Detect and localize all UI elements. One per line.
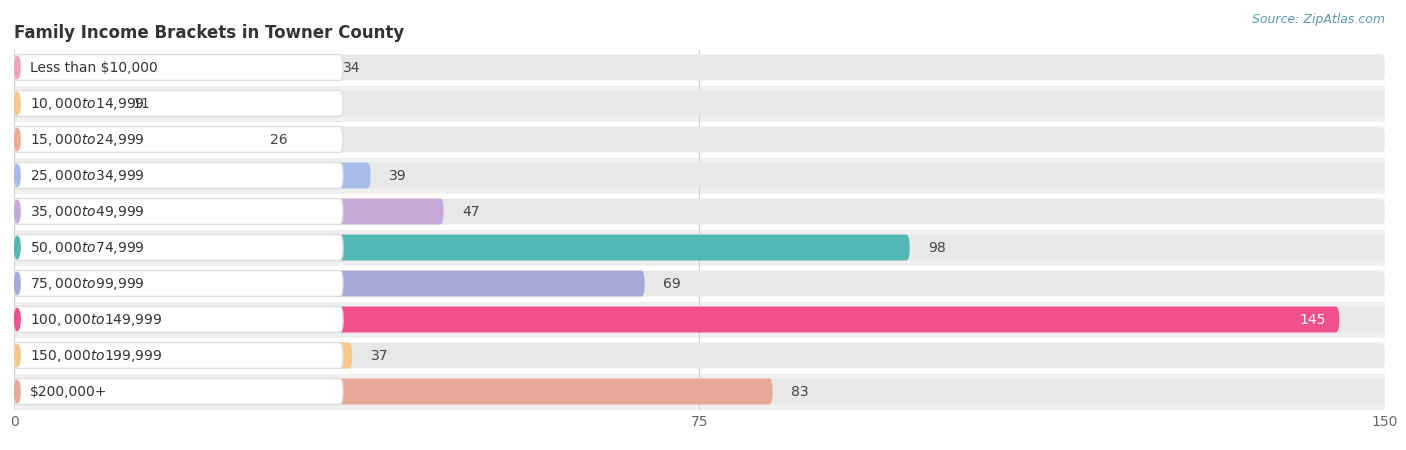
Text: $150,000 to $199,999: $150,000 to $199,999 xyxy=(30,347,162,364)
Text: Less than $10,000: Less than $10,000 xyxy=(30,60,157,75)
FancyBboxPatch shape xyxy=(0,194,1406,230)
FancyBboxPatch shape xyxy=(14,270,1385,297)
Text: 39: 39 xyxy=(389,168,406,183)
FancyBboxPatch shape xyxy=(14,90,343,117)
FancyBboxPatch shape xyxy=(14,162,1385,189)
FancyBboxPatch shape xyxy=(0,338,1406,374)
FancyBboxPatch shape xyxy=(14,162,371,189)
Text: 145: 145 xyxy=(1299,312,1326,327)
Circle shape xyxy=(14,129,20,150)
FancyBboxPatch shape xyxy=(0,302,1406,338)
FancyBboxPatch shape xyxy=(14,378,343,405)
Text: 69: 69 xyxy=(664,276,681,291)
Text: 11: 11 xyxy=(134,96,150,111)
FancyBboxPatch shape xyxy=(14,270,343,297)
Text: 37: 37 xyxy=(371,348,388,363)
Circle shape xyxy=(14,273,20,294)
FancyBboxPatch shape xyxy=(0,122,1406,158)
Text: $50,000 to $74,999: $50,000 to $74,999 xyxy=(30,239,145,256)
FancyBboxPatch shape xyxy=(14,162,343,189)
FancyBboxPatch shape xyxy=(14,306,1385,333)
Text: $15,000 to $24,999: $15,000 to $24,999 xyxy=(30,131,145,148)
Text: $75,000 to $99,999: $75,000 to $99,999 xyxy=(30,275,145,292)
FancyBboxPatch shape xyxy=(14,126,1385,153)
Text: Source: ZipAtlas.com: Source: ZipAtlas.com xyxy=(1251,14,1385,27)
Text: 26: 26 xyxy=(270,132,288,147)
Circle shape xyxy=(14,381,20,402)
FancyBboxPatch shape xyxy=(14,54,325,81)
Text: 47: 47 xyxy=(463,204,479,219)
Text: 34: 34 xyxy=(343,60,360,75)
FancyBboxPatch shape xyxy=(14,198,343,225)
FancyBboxPatch shape xyxy=(14,234,343,261)
FancyBboxPatch shape xyxy=(0,86,1406,122)
FancyBboxPatch shape xyxy=(0,266,1406,302)
FancyBboxPatch shape xyxy=(14,126,343,153)
Circle shape xyxy=(14,165,20,186)
FancyBboxPatch shape xyxy=(0,230,1406,266)
Circle shape xyxy=(14,201,20,222)
Text: $35,000 to $49,999: $35,000 to $49,999 xyxy=(30,203,145,220)
Text: Family Income Brackets in Towner County: Family Income Brackets in Towner County xyxy=(14,24,405,42)
FancyBboxPatch shape xyxy=(14,90,115,117)
FancyBboxPatch shape xyxy=(0,50,1406,86)
Circle shape xyxy=(14,93,20,114)
FancyBboxPatch shape xyxy=(14,306,1340,333)
FancyBboxPatch shape xyxy=(14,198,444,225)
FancyBboxPatch shape xyxy=(0,374,1406,410)
Text: $100,000 to $149,999: $100,000 to $149,999 xyxy=(30,311,162,328)
FancyBboxPatch shape xyxy=(14,54,343,81)
Text: $200,000+: $200,000+ xyxy=(30,384,107,399)
Text: 83: 83 xyxy=(790,384,808,399)
FancyBboxPatch shape xyxy=(14,126,252,153)
Circle shape xyxy=(14,345,20,366)
FancyBboxPatch shape xyxy=(14,54,1385,81)
FancyBboxPatch shape xyxy=(14,342,343,369)
FancyBboxPatch shape xyxy=(14,378,773,405)
FancyBboxPatch shape xyxy=(14,306,343,333)
Text: 98: 98 xyxy=(928,240,946,255)
FancyBboxPatch shape xyxy=(14,378,1385,405)
FancyBboxPatch shape xyxy=(0,158,1406,194)
FancyBboxPatch shape xyxy=(14,198,1385,225)
FancyBboxPatch shape xyxy=(14,90,1385,117)
Circle shape xyxy=(14,309,20,330)
Circle shape xyxy=(14,237,20,258)
Text: $10,000 to $14,999: $10,000 to $14,999 xyxy=(30,95,145,112)
FancyBboxPatch shape xyxy=(14,342,1385,369)
FancyBboxPatch shape xyxy=(14,270,645,297)
Circle shape xyxy=(14,57,20,78)
FancyBboxPatch shape xyxy=(14,234,1385,261)
FancyBboxPatch shape xyxy=(14,234,910,261)
FancyBboxPatch shape xyxy=(14,342,353,369)
Text: $25,000 to $34,999: $25,000 to $34,999 xyxy=(30,167,145,184)
